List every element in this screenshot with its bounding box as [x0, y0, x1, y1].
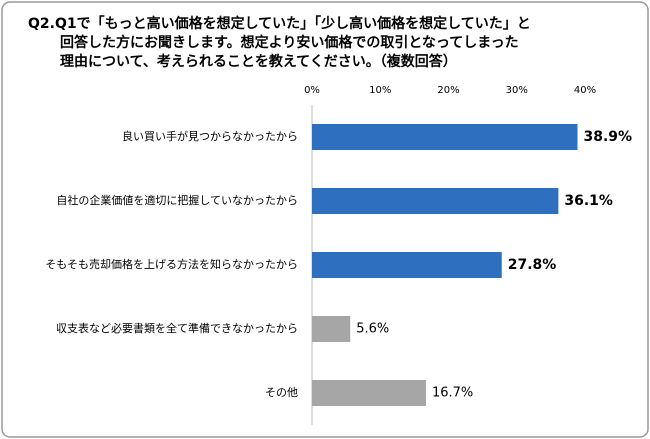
- value-label: 36.1%: [564, 193, 613, 209]
- value-label: 16.7%: [432, 386, 473, 401]
- bar: [312, 188, 559, 214]
- bar: [312, 124, 578, 150]
- x-tick-label: 10%: [369, 85, 391, 96]
- x-tick-label: 30%: [506, 85, 528, 96]
- y-tick-label: そもそも売却価格を上げる方法を知らなかったから: [45, 257, 298, 271]
- bar: [312, 252, 502, 278]
- bar: [312, 380, 426, 406]
- value-label: 5.6%: [356, 322, 389, 337]
- chart-title: Q2.Q1で「もっと高い価格を想定していた」「少し高い価格を想定していた」と: [28, 15, 531, 32]
- value-label: 27.8%: [508, 257, 557, 273]
- chart-title: 回答した方にお聞きします。想定より安い価格での取引となってしまった: [60, 34, 519, 51]
- y-tick-label: その他: [265, 386, 298, 399]
- value-label: 38.9%: [583, 129, 632, 145]
- bar: [312, 316, 351, 342]
- chart-title: 理由について、考えられることを教えてください。（複数回答）: [60, 53, 457, 70]
- y-tick-label: 収支表など必要書類を全て準備できなかったから: [56, 321, 298, 335]
- y-tick-label: 良い買い手が見つからなかったから: [122, 129, 298, 143]
- x-tick-label: 0%: [304, 85, 320, 96]
- x-tick-label: 20%: [437, 85, 459, 96]
- y-tick-label: 自社の企業価値を適切に把握していなかったから: [56, 193, 298, 207]
- x-tick-label: 40%: [574, 85, 596, 96]
